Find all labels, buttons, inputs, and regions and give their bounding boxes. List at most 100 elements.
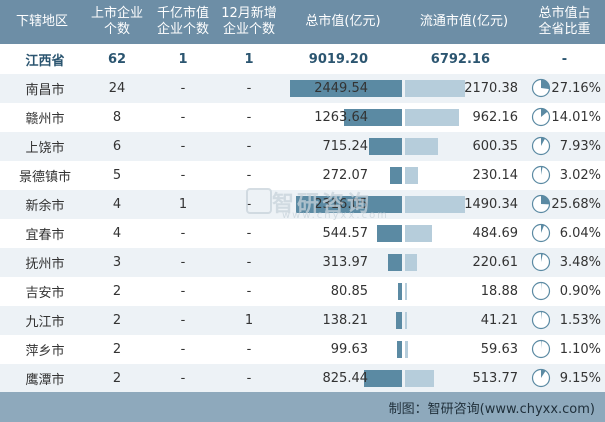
table-row: 鹰潭市 2 - - 825.44 513.77 9.15% — [0, 364, 605, 393]
float-market-value: 962.16 — [472, 110, 519, 125]
city-name: 新余市 — [25, 199, 65, 214]
hundred-billion-count: - — [180, 226, 186, 241]
share-percent: 1.10% — [559, 342, 601, 357]
share-pie-slice — [541, 166, 543, 175]
float-market-value: 59.63 — [480, 342, 518, 357]
share-pie-icon — [531, 194, 551, 214]
december-new-count: - — [246, 197, 252, 212]
float-market-value-bar — [405, 138, 439, 155]
table-row: 九江市 2 - 1 138.21 41.21 1.53% — [0, 306, 605, 335]
share-pie-slice — [541, 79, 550, 90]
december-new-count: - — [246, 255, 252, 270]
listed-count: 2 — [112, 371, 122, 386]
city-name: 鹰潭市 — [25, 373, 65, 388]
hundred-billion-count: 1 — [178, 197, 188, 212]
hundred-billion-count: - — [180, 168, 186, 183]
header-region: 下辖地区 — [15, 14, 68, 29]
share-percent: 27.16% — [551, 81, 601, 96]
table-header: 下辖地区 上市企业 个数 千亿市值 企业个数 12月新增 企业个数 总市值(亿元… — [0, 0, 605, 44]
total-market-value: 715.24 — [322, 139, 369, 154]
float-market-value-bar — [405, 341, 409, 358]
hundred-billion-count: - — [180, 81, 186, 96]
float-market-value-bar — [405, 370, 434, 387]
listed-count: 4 — [112, 226, 122, 241]
share-percent: 25.68% — [551, 197, 601, 212]
hundred-billion-count: - — [180, 313, 186, 328]
december-new-count: - — [246, 342, 252, 357]
table-row: 景德镇市 5 - - 272.07 230.14 3.02% — [0, 161, 605, 190]
share-percent: 1.53% — [559, 313, 601, 328]
float-market-value: 220.61 — [472, 255, 519, 270]
province-total-row: 江西省 62 1 1 9019.20 6792.16 - — [0, 44, 605, 74]
float-market-value: 18.88 — [480, 284, 518, 299]
header-hundred-billion-count: 千亿市值 企业个数 — [156, 6, 209, 37]
share-pie-slice — [541, 195, 550, 205]
city-name: 南昌市 — [25, 83, 65, 98]
december-new-count: - — [246, 226, 252, 241]
total-market-value: 99.63 — [330, 342, 368, 357]
listed-count: 24 — [108, 81, 126, 96]
table-row: 南昌市 24 - - 2449.54 2170.38 27.16% — [0, 74, 605, 103]
listed-count: 2 — [112, 313, 122, 328]
city-name: 吉安市 — [25, 286, 65, 301]
total-market-value: 544.57 — [322, 226, 369, 241]
share-pie-slice — [541, 369, 546, 378]
share-pie-icon — [531, 368, 551, 388]
table-row: 吉安市 2 - - 80.85 18.88 0.90% — [0, 277, 605, 306]
province-total-mv: 9019.20 — [308, 51, 368, 67]
december-new-count: - — [246, 110, 252, 125]
hundred-billion-count: - — [180, 139, 186, 154]
header-december-new-count: 12月新增 企业个数 — [221, 6, 277, 37]
float-market-value: 513.77 — [472, 371, 519, 386]
december-new-count: - — [246, 168, 252, 183]
city-name: 赣州市 — [25, 112, 65, 127]
float-market-value-bar — [405, 167, 418, 184]
float-market-value: 2170.38 — [464, 81, 518, 96]
city-name: 抚州市 — [25, 257, 65, 272]
total-market-value-bar — [389, 167, 402, 184]
listed-count: 6 — [112, 139, 122, 154]
listed-count: 2 — [112, 342, 122, 357]
float-market-value: 41.21 — [480, 313, 518, 328]
city-name: 九江市 — [25, 315, 65, 330]
share-pie-slice — [541, 253, 543, 262]
city-name: 上饶市 — [25, 141, 65, 156]
total-market-value-bar — [377, 225, 402, 242]
listed-count: 3 — [112, 255, 122, 270]
hundred-billion-count: - — [180, 342, 186, 357]
share-percent: 9.15% — [559, 371, 601, 386]
city-name: 景德镇市 — [18, 170, 71, 185]
share-percent: 6.04% — [559, 226, 601, 241]
share-pie-icon — [531, 339, 551, 359]
province-december-new: 1 — [244, 51, 254, 67]
december-new-count: - — [246, 371, 252, 386]
total-market-value: 2316.05 — [314, 197, 368, 212]
listed-count: 4 — [112, 197, 122, 212]
share-percent: 0.90% — [559, 284, 601, 299]
float-market-value: 484.69 — [472, 226, 519, 241]
share-pie-icon — [531, 107, 551, 127]
float-market-value-bar — [405, 283, 407, 300]
share-pie-slice — [541, 137, 546, 146]
share-percent: 7.93% — [559, 139, 601, 154]
table-row: 赣州市 8 - - 1263.64 962.16 14.01% — [0, 103, 605, 132]
province-listed: 62 — [107, 51, 127, 67]
province-hundred-billion: 1 — [178, 51, 188, 67]
footer-credit: 制图：智研咨询(www.chyxx.com) — [388, 401, 595, 417]
float-market-value-bar — [405, 225, 432, 242]
header-listed-count: 上市企业 个数 — [90, 6, 143, 37]
listed-count: 2 — [112, 284, 122, 299]
total-market-value-bar — [364, 370, 402, 387]
december-new-count: 1 — [244, 313, 254, 328]
float-market-value-bar — [405, 312, 408, 329]
share-pie-icon — [531, 78, 551, 98]
table-row: 上饶市 6 - - 715.24 600.35 7.93% — [0, 132, 605, 161]
city-name: 宜春市 — [25, 228, 65, 243]
hundred-billion-count: - — [180, 284, 186, 299]
float-market-value-bar — [405, 80, 465, 97]
float-market-value: 600.35 — [472, 139, 519, 154]
total-market-value-bar — [296, 196, 402, 213]
december-new-count: - — [246, 81, 252, 96]
share-pie-slice — [541, 224, 545, 233]
